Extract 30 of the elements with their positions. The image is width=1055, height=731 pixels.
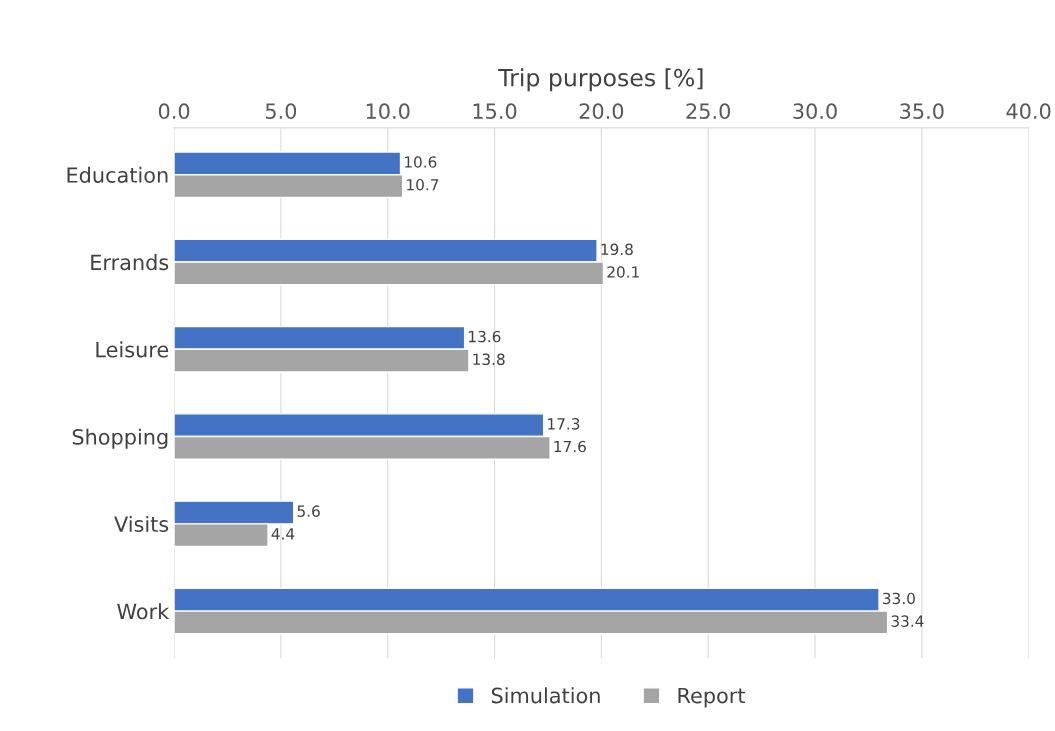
data-label: 19.8 <box>601 243 633 256</box>
data-label: 17.3 <box>548 418 580 430</box>
data-label: 33.4 <box>891 615 924 627</box>
y-tick-label: Errands <box>91 254 169 271</box>
data-label: 33.0 <box>883 592 915 605</box>
x-tick-label: 30.0 <box>793 103 837 120</box>
data-label: 10.7 <box>407 178 439 191</box>
legend-label: Report <box>678 687 746 708</box>
x-tick-label: 5.0 <box>265 103 297 120</box>
x-tick-label: 35.0 <box>900 103 944 120</box>
x-axis-title: Trip purposes [%] <box>498 68 703 92</box>
x-tick-label: 40.0 <box>1006 103 1051 120</box>
x-tick-label: 15.0 <box>473 103 517 120</box>
y-tick-label: Work <box>117 603 170 620</box>
data-label: 13.8 <box>473 353 505 366</box>
data-label: 5.6 <box>297 505 320 517</box>
y-tick-label: Visits <box>114 515 169 533</box>
legend-label: Simulation <box>491 687 600 704</box>
data-label: 20.1 <box>607 266 639 278</box>
y-tick-label: Education <box>67 166 168 183</box>
y-tick-label: Shopping <box>72 428 168 449</box>
data-label: 17.6 <box>554 440 586 453</box>
x-tick-label: 10.0 <box>366 103 410 120</box>
x-tick-label: 0.0 <box>158 103 190 120</box>
y-tick-label: Leisure <box>96 341 169 358</box>
data-label: 4.4 <box>271 528 295 540</box>
x-tick-label: 20.0 <box>579 103 624 120</box>
data-label: 10.6 <box>404 156 437 168</box>
data-label: 13.6 <box>469 330 501 343</box>
x-tick-label: 25.0 <box>686 103 730 120</box>
